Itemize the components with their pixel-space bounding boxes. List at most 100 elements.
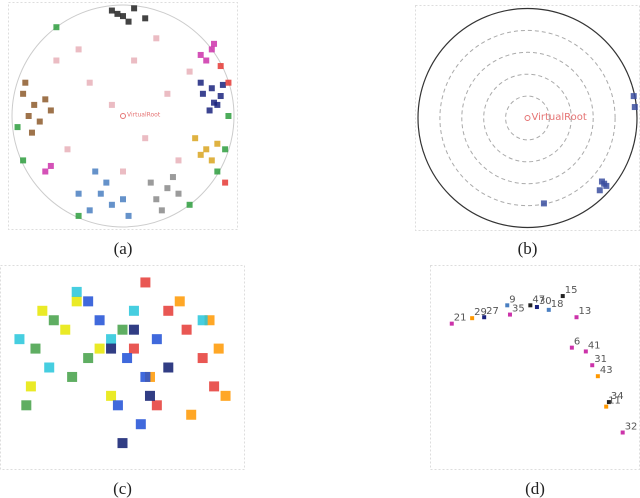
point <box>206 107 213 114</box>
point <box>211 99 218 106</box>
point-label: 43 <box>600 365 613 376</box>
panel-frame <box>415 5 640 231</box>
point-label: 29 <box>474 307 487 318</box>
caption: (a) <box>114 239 133 258</box>
point <box>92 168 99 175</box>
point <box>214 168 221 175</box>
point <box>174 296 185 307</box>
point <box>153 196 160 203</box>
point <box>37 305 48 316</box>
point <box>64 146 71 153</box>
point <box>158 207 165 214</box>
caption: (b) <box>518 239 538 258</box>
point <box>21 400 32 411</box>
point-label: 47 <box>532 294 545 305</box>
boundary-circle <box>417 7 638 229</box>
point <box>135 419 146 430</box>
point <box>470 316 475 321</box>
annotation: VirtualRoot <box>127 112 161 119</box>
point <box>151 400 162 411</box>
point <box>94 315 105 326</box>
point-label: 9 <box>509 294 515 305</box>
point <box>120 13 126 20</box>
ring <box>483 73 572 163</box>
point <box>163 305 174 316</box>
point-label: 32 <box>625 422 638 433</box>
point <box>449 321 454 326</box>
point <box>583 349 588 354</box>
boundary-circle <box>11 4 235 228</box>
point <box>117 324 128 335</box>
point <box>164 185 171 192</box>
point <box>603 182 610 189</box>
point <box>106 390 117 401</box>
point <box>117 438 128 449</box>
point <box>114 10 121 17</box>
point <box>181 324 192 335</box>
point <box>225 113 232 119</box>
point <box>598 178 605 185</box>
point <box>528 303 533 308</box>
point <box>208 157 215 164</box>
point <box>144 390 155 401</box>
point <box>595 374 600 379</box>
panel-frame <box>430 265 640 470</box>
point <box>574 315 579 320</box>
point <box>186 201 193 208</box>
point <box>217 93 224 100</box>
point <box>222 179 229 186</box>
point <box>106 343 117 354</box>
point <box>197 151 204 158</box>
point <box>83 296 94 307</box>
point <box>219 81 226 88</box>
point <box>30 343 41 354</box>
panel-frame <box>0 265 245 470</box>
point <box>199 90 206 97</box>
point <box>131 5 138 12</box>
point <box>75 46 82 53</box>
point <box>125 212 132 219</box>
point <box>14 124 21 131</box>
point <box>86 207 93 214</box>
point <box>103 179 110 186</box>
point <box>630 93 637 100</box>
point <box>197 51 204 58</box>
point <box>211 40 218 47</box>
point <box>53 24 60 31</box>
caption: (d) <box>525 479 545 498</box>
point-label: 35 <box>512 304 525 315</box>
point <box>596 187 603 194</box>
point <box>560 294 565 299</box>
point <box>142 135 149 142</box>
point <box>31 101 38 108</box>
point <box>28 129 35 136</box>
point <box>534 305 539 310</box>
point <box>197 353 208 364</box>
point <box>208 85 215 92</box>
point <box>197 315 208 326</box>
point <box>175 190 182 197</box>
point-label: 21 <box>454 313 467 324</box>
point <box>590 363 595 368</box>
point <box>42 168 49 175</box>
point <box>204 315 215 326</box>
point <box>71 296 82 307</box>
point <box>94 343 105 354</box>
point <box>147 179 154 186</box>
point <box>42 96 49 103</box>
point-label: 31 <box>594 354 607 365</box>
point <box>122 353 133 364</box>
point <box>569 345 574 350</box>
point <box>131 57 138 64</box>
point <box>83 353 94 364</box>
point <box>120 168 126 175</box>
root-point <box>524 115 531 121</box>
point <box>203 57 210 64</box>
point <box>186 409 197 420</box>
point <box>222 146 229 153</box>
point-label: 11 <box>608 396 621 407</box>
point-label: 15 <box>565 285 578 296</box>
point-label: 34 <box>611 391 624 402</box>
